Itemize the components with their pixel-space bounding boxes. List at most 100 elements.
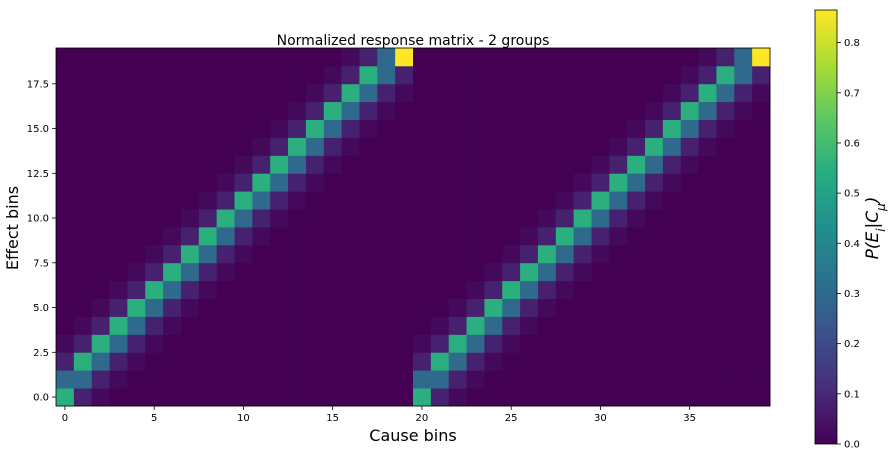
heatmap-cell <box>395 48 414 67</box>
heatmap-cell <box>520 101 539 120</box>
heatmap-cell <box>591 191 610 210</box>
heatmap-cell <box>377 191 396 210</box>
heatmap-cell <box>484 137 503 156</box>
heatmap-cell <box>609 298 628 317</box>
heatmap-cell <box>145 262 164 282</box>
heatmap-cell <box>180 173 200 192</box>
heatmap-cell <box>680 244 699 264</box>
heatmap-cell <box>484 83 503 103</box>
heatmap-cell <box>698 83 717 103</box>
heatmap-cell <box>109 316 128 335</box>
heatmap-cell <box>413 227 432 246</box>
heatmap-cell <box>662 119 682 138</box>
heatmap-cell <box>109 48 128 67</box>
heatmap-cell <box>341 83 360 103</box>
heatmap-cell <box>163 191 182 210</box>
heatmap-cell <box>305 334 325 353</box>
heatmap-cell <box>734 101 753 120</box>
heatmap-cell <box>680 48 699 67</box>
heatmap-cell <box>502 370 521 389</box>
heatmap-cell <box>609 227 628 246</box>
heatmap-cell <box>198 262 218 282</box>
heatmap-cell <box>555 244 575 264</box>
heatmap-cell <box>716 334 735 353</box>
heatmap-cell <box>252 370 271 389</box>
heatmap-cell <box>341 298 360 317</box>
heatmap-cell <box>127 298 146 317</box>
heatmap-cell <box>413 316 432 335</box>
heatmap-cell <box>73 191 93 210</box>
heatmap-cell <box>216 352 235 371</box>
heatmap-cell <box>662 155 682 174</box>
colorbar-tick-label: 0.8 <box>844 38 860 49</box>
heatmap-cell <box>734 155 753 174</box>
heatmap-cell <box>609 48 628 67</box>
heatmap-cell <box>216 173 235 192</box>
heatmap-cell <box>573 209 592 228</box>
heatmap-cell <box>234 316 253 335</box>
heatmap-cell <box>305 298 325 317</box>
heatmap-cell <box>305 137 325 156</box>
heatmap-cell <box>573 262 592 282</box>
heatmap-cell <box>127 83 146 103</box>
heatmap-cell <box>448 173 467 192</box>
heatmap-cell <box>609 388 628 407</box>
heatmap-cell <box>270 137 289 156</box>
heatmap-cell <box>573 370 592 389</box>
heatmap-cell <box>323 101 342 120</box>
heatmap-cell <box>520 262 539 282</box>
heatmap-cell <box>323 155 342 174</box>
heatmap-cell <box>56 298 75 317</box>
heatmap-cell <box>573 83 592 103</box>
heatmap-cell <box>645 83 664 103</box>
heatmap-cell <box>91 209 110 228</box>
heatmap-cell <box>127 48 146 67</box>
heatmap-cell <box>252 137 271 156</box>
heatmap-cell <box>145 65 164 85</box>
heatmap-cell <box>359 334 378 353</box>
heatmap-cell <box>377 298 396 317</box>
heatmap-cell <box>609 370 628 389</box>
colorbar-tick-label: 0.0 <box>844 440 860 451</box>
heatmap-cell <box>430 101 450 120</box>
heatmap-cell <box>573 119 592 138</box>
heatmap-cell <box>145 209 164 228</box>
heatmap-cell <box>234 334 253 353</box>
heatmap-cell <box>573 334 592 353</box>
heatmap-cell <box>127 65 146 85</box>
heatmap-cell <box>537 244 557 264</box>
heatmap-cell <box>377 137 396 156</box>
heatmap-cell <box>555 298 575 317</box>
heatmap-cell <box>341 262 360 282</box>
heatmap-cell <box>127 280 146 299</box>
heatmap-cell <box>609 191 628 210</box>
heatmap-cell <box>91 48 110 67</box>
heatmap-cell <box>645 298 664 317</box>
heatmap-cell <box>180 334 200 353</box>
heatmap-cell <box>520 388 539 407</box>
heatmap-cell <box>698 191 717 210</box>
heatmap-cell <box>180 280 200 299</box>
heatmap-cell <box>377 48 396 67</box>
heatmap-cell <box>555 388 575 407</box>
heatmap-cell <box>448 83 467 103</box>
heatmap-cell <box>270 173 289 192</box>
y-tick-label: 2.5 <box>33 348 49 359</box>
heatmap-cell <box>466 101 485 120</box>
heatmap-cell <box>555 137 575 156</box>
heatmap-cell <box>627 173 646 192</box>
heatmap-cell <box>305 280 325 299</box>
heatmap-cell <box>662 191 682 210</box>
heatmap-cell <box>56 209 75 228</box>
heatmap-cell <box>359 119 378 138</box>
heatmap-cell <box>163 119 182 138</box>
heatmap-cell <box>627 227 646 246</box>
heatmap-cell <box>448 209 467 228</box>
heatmap-cell <box>180 262 200 282</box>
heatmap-cell <box>734 316 753 335</box>
heatmap-cell <box>198 227 218 246</box>
heatmap-cell <box>502 316 521 335</box>
heatmap-cell <box>359 101 378 120</box>
heatmap-cell <box>645 316 664 335</box>
heatmap-cell <box>109 334 128 353</box>
